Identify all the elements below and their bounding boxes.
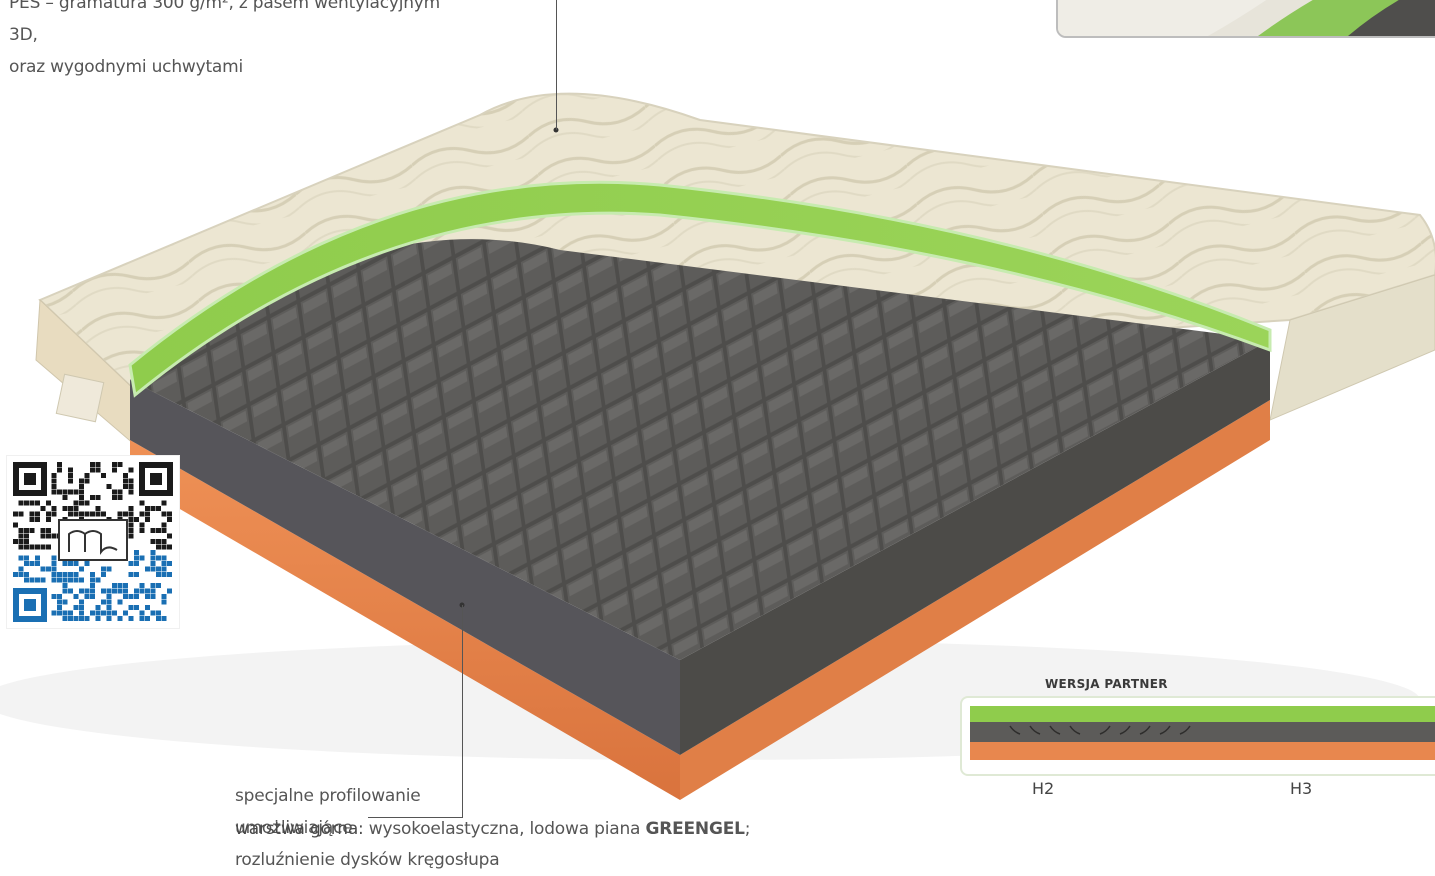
profiling-description-line1: specjalne profilowanie umożliwiające xyxy=(235,786,421,838)
foam-side xyxy=(680,340,1270,755)
partner-green-layer xyxy=(970,706,1435,722)
leader-line-cover xyxy=(556,0,557,130)
top-layer-end: ; xyxy=(744,819,751,839)
top-layer-label: warstwa górna: xyxy=(235,819,364,839)
leader-line-profile-h xyxy=(368,817,463,818)
qr-code-graphic xyxy=(13,462,173,622)
partner-grey-layer xyxy=(970,722,1435,742)
green-greengel-layer xyxy=(128,180,1272,398)
profiling-description-line2: rozluźnienie dysków kręgosłupa xyxy=(235,850,500,870)
leader-line-profile-v xyxy=(462,605,463,818)
partner-orange-layer xyxy=(970,742,1435,760)
profiled-foam-top xyxy=(130,239,1270,660)
qr-code-icon[interactable] xyxy=(7,456,179,628)
firmness-left-label: H2 xyxy=(1032,779,1055,798)
leader-dot-cover xyxy=(553,127,559,133)
inset-illustration xyxy=(1058,0,1435,36)
partner-profile-marks xyxy=(1009,725,1191,735)
brand-logo-icon xyxy=(58,519,128,561)
top-layer-description: warstwa górna: wysokoelastyczna, lodowa … xyxy=(235,813,935,845)
brand-label xyxy=(55,373,105,423)
orange-layer-front xyxy=(130,440,680,800)
foam-front xyxy=(130,380,680,755)
orange-layer-side xyxy=(680,400,1270,800)
partner-version-diagram xyxy=(960,696,1435,776)
partner-version-title: WERSJA PARTNER xyxy=(1045,677,1168,691)
top-layer-desc: wysokoelastyczna, lodowa piana xyxy=(363,819,646,839)
cover-description: PES – gramatura 300 g/m², z pasem wentyl… xyxy=(9,0,469,83)
cover-side-right xyxy=(1269,274,1435,421)
cover-description-line1: PES – gramatura 300 g/m², z pasem wentyl… xyxy=(9,0,441,45)
firmness-right-label: H3 xyxy=(1290,779,1313,798)
top-layer-material: GREENGEL xyxy=(645,819,745,839)
cover-description-line2: oraz wygodnymi uchwytami xyxy=(9,57,244,77)
detail-inset xyxy=(1056,0,1435,38)
